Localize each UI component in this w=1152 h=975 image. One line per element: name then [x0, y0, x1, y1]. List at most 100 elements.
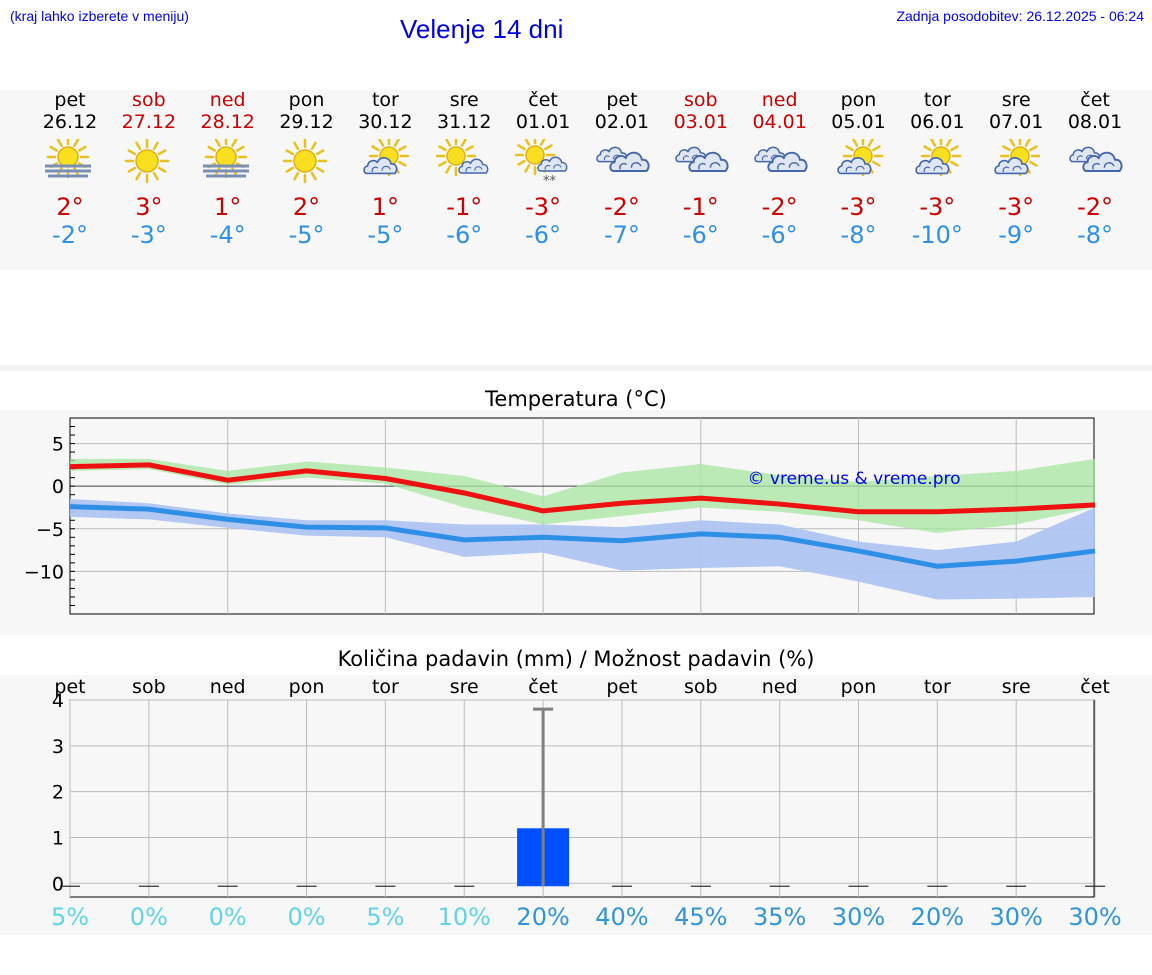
max-temperature: 2°	[292, 193, 321, 221]
location-menu-hint[interactable]: (kraj lahko izberete v meniju)	[10, 8, 189, 24]
day-name: tor	[371, 89, 399, 111]
precipitation-probability: 0%	[129, 903, 168, 931]
y-tick-label: 0	[52, 873, 64, 895]
max-temperature-line	[69, 462, 1096, 515]
plot-area	[69, 699, 1095, 898]
cloud-sun-icon	[357, 135, 413, 187]
x-tick-label: pon	[841, 676, 877, 698]
x-tick-label: sob	[132, 676, 166, 698]
min-temperature: -6°	[682, 221, 719, 249]
page-title: Velenje 14 dni	[400, 14, 564, 44]
cloud-sun-icon	[909, 135, 965, 187]
min-temperature: -2°	[52, 221, 88, 249]
sun-fog-icon	[42, 135, 98, 187]
copyright-watermark: © vreme.us & vreme.pro	[747, 469, 960, 489]
cloudy-icon	[594, 139, 650, 187]
day-name: pon	[288, 89, 325, 111]
day-name: pet	[54, 89, 86, 111]
day-name: ned	[761, 89, 798, 111]
max-temperature: -2°	[1077, 193, 1114, 221]
x-tick-label: sre	[450, 676, 479, 698]
min-temperature: -7°	[603, 221, 640, 249]
cloudy-icon	[1067, 139, 1123, 187]
day-name: sre	[449, 89, 479, 111]
day-date: 06.01	[910, 111, 965, 133]
day-column: sob 27.12 3° -3°	[109, 89, 189, 249]
cloudy-icon	[752, 139, 808, 187]
forecast-panel	[0, 90, 1152, 270]
precipitation-probability: 0%	[287, 903, 326, 931]
x-tick-label: ned	[762, 676, 798, 698]
day-name: pet	[606, 89, 638, 111]
divider	[0, 365, 1152, 371]
min-temperature: -9°	[998, 221, 1035, 249]
day-column: ned 04.01 -2° -6°	[740, 89, 820, 249]
precipitation-probability: 5%	[50, 903, 90, 931]
min-temperature: -6°	[761, 221, 798, 249]
precipitation-probability: 30%	[831, 903, 886, 931]
day-column: čet 01.01 ** -3° -6°	[503, 89, 583, 249]
day-date: 04.01	[752, 111, 807, 133]
day-date: 29.12	[279, 111, 334, 133]
min-temperature: -6°	[446, 221, 483, 249]
max-temperature: 1°	[214, 193, 242, 221]
precipitation-probability: 20%	[910, 903, 965, 931]
day-column: pon 05.01 -3° -8°	[819, 89, 899, 249]
day-column: pet 02.01 -2° -7°	[582, 89, 662, 249]
x-tick-label: čet	[528, 676, 558, 698]
day-column: ned 28.12 1° -4°	[188, 89, 268, 249]
min-temperature: -4°	[209, 221, 246, 249]
max-temperature: -1°	[682, 193, 719, 221]
min-temperature: -3°	[130, 221, 167, 249]
precipitation-probability: 30%	[989, 903, 1043, 931]
max-temperature: 1°	[371, 193, 400, 221]
max-temperature: 3°	[135, 193, 163, 221]
max-temperature: -1°	[446, 193, 483, 221]
day-column: pet 26.12 2° -2°	[30, 89, 110, 249]
x-tick-label: sob	[684, 676, 718, 698]
day-name: čet	[1080, 89, 1110, 111]
day-date: 26.12	[42, 111, 98, 133]
y-tick-label: −5	[36, 519, 64, 541]
min-temperature: -10°	[911, 221, 963, 249]
max-temperature: -3°	[840, 193, 877, 221]
min-temperature: -5°	[367, 221, 404, 249]
day-name: ned	[209, 89, 246, 111]
day-date: 03.01	[673, 111, 728, 133]
temperature-chart: 5 0 −5 −10 © vreme.us & vreme.pro	[24, 417, 1096, 615]
day-column: sre 31.12 -1° -6°	[424, 89, 504, 249]
cloudy-icon	[673, 139, 729, 187]
day-date: 27.12	[121, 111, 177, 133]
max-temperature: -3°	[919, 193, 956, 221]
precipitation-probability: 45%	[674, 903, 728, 931]
y-tick-label: 2	[52, 782, 64, 804]
min-temperature-range-band	[70, 498, 1096, 600]
precipitation-probability: 5%	[366, 903, 405, 931]
precipitation-probability: 0%	[208, 903, 247, 931]
day-column: tor 30.12 1° -5°	[345, 89, 425, 249]
day-date: 30.12	[358, 111, 413, 133]
day-date: 08.01	[1067, 111, 1123, 133]
max-temperature: -3°	[998, 193, 1035, 221]
precipitation-probability: 40%	[595, 903, 649, 931]
sun-icon	[279, 138, 335, 187]
day-date: 05.01	[831, 111, 886, 133]
temperature-chart-title: Temperatura (°C)	[485, 387, 667, 411]
day-column: sob 03.01 -1° -6°	[661, 89, 741, 249]
x-tick-label: pet	[606, 676, 637, 698]
y-tick-label: −10	[24, 561, 64, 583]
day-name: tor	[923, 89, 951, 111]
day-date: 31.12	[437, 111, 492, 133]
sun-fog-icon	[200, 135, 256, 187]
x-tick-label: ned	[210, 676, 246, 698]
cloud-sun-icon	[988, 135, 1044, 187]
day-name: čet	[528, 89, 558, 111]
day-date: 01.01	[515, 111, 571, 133]
max-temperature: 2°	[56, 193, 84, 221]
day-date: 28.12	[200, 111, 255, 133]
day-name: sre	[1001, 89, 1031, 111]
x-tick-label: pet	[54, 676, 85, 698]
precipitation-probability: 35%	[752, 903, 807, 931]
y-tick-label: 0	[52, 476, 64, 498]
y-tick-label: 4	[52, 690, 64, 712]
